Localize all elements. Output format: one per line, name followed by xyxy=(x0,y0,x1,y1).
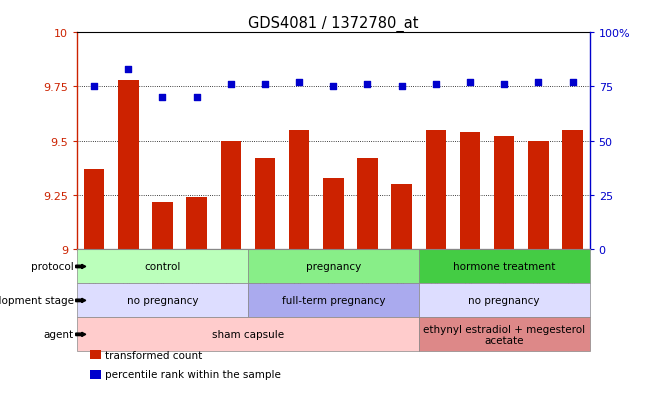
Bar xyxy=(323,178,344,250)
Text: full-term pregnancy: full-term pregnancy xyxy=(281,296,385,306)
Bar xyxy=(391,185,412,250)
Point xyxy=(192,95,202,102)
Point xyxy=(293,80,304,86)
Point xyxy=(225,82,236,88)
Text: no pregnancy: no pregnancy xyxy=(468,296,540,306)
Point xyxy=(567,80,578,86)
Bar xyxy=(255,159,275,250)
Point xyxy=(157,95,168,102)
Text: pregnancy: pregnancy xyxy=(306,262,361,272)
Point xyxy=(465,80,476,86)
Point xyxy=(397,84,407,90)
Bar xyxy=(562,131,583,250)
Bar xyxy=(186,198,207,250)
Text: ethynyl estradiol + megesterol
acetate: ethynyl estradiol + megesterol acetate xyxy=(423,324,585,345)
Text: transformed count: transformed count xyxy=(105,350,202,360)
Text: sham capsule: sham capsule xyxy=(212,330,284,339)
Bar xyxy=(220,142,241,250)
Title: GDS4081 / 1372780_at: GDS4081 / 1372780_at xyxy=(248,16,419,32)
Point xyxy=(260,82,271,88)
Text: control: control xyxy=(144,262,181,272)
Point xyxy=(123,66,134,73)
Bar xyxy=(84,170,105,250)
Text: development stage: development stage xyxy=(0,296,74,306)
Text: percentile rank within the sample: percentile rank within the sample xyxy=(105,370,281,380)
Bar xyxy=(152,202,173,250)
Bar xyxy=(494,137,515,250)
Bar xyxy=(528,142,549,250)
Point xyxy=(533,80,544,86)
Bar xyxy=(425,131,446,250)
Bar xyxy=(460,133,480,250)
Bar xyxy=(357,159,378,250)
Text: hormone treatment: hormone treatment xyxy=(453,262,555,272)
Bar xyxy=(118,81,139,250)
Bar xyxy=(289,131,310,250)
Text: protocol: protocol xyxy=(31,262,74,272)
Text: no pregnancy: no pregnancy xyxy=(127,296,198,306)
Point xyxy=(431,82,442,88)
Point xyxy=(498,82,510,88)
Text: agent: agent xyxy=(44,330,74,339)
Point xyxy=(362,82,373,88)
Point xyxy=(88,84,99,90)
Point xyxy=(328,84,338,90)
